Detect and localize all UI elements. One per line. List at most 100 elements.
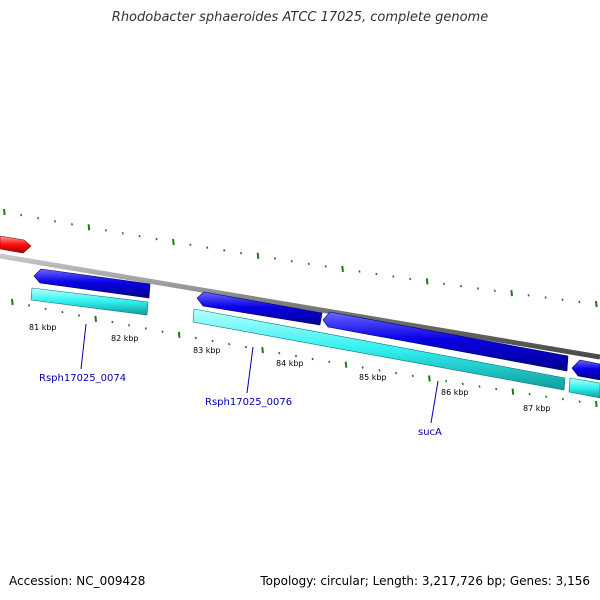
outer-tick-5: [87, 224, 91, 231]
outer-tick-marks: [3, 208, 598, 308]
inner-tick-4: [77, 314, 81, 317]
gene-arrow-blue-1[interactable]: [33, 268, 151, 299]
topology-summary: Topology: circular; Length: 3,217,726 bp…: [260, 574, 590, 588]
inner-tick-13: [228, 342, 231, 346]
gene-arrow-cyan-3[interactable]: [568, 377, 600, 399]
scale-label-86: 86 kbp: [441, 388, 469, 397]
gene-arrow-blue-3[interactable]: [571, 359, 600, 381]
outer-tick-4: [70, 223, 74, 226]
inner-tick-3: [61, 310, 64, 314]
outer-tick-1: [20, 213, 23, 217]
gene-arrow-cyan-1[interactable]: [30, 287, 149, 316]
outer-tick-31: [527, 294, 530, 297]
outer-tick-7: [121, 232, 124, 235]
outer-tick-27: [459, 284, 463, 288]
gene-arrow-red[interactable]: [0, 235, 32, 254]
inner-tick-33: [561, 397, 564, 401]
locus-label-0074[interactable]: Rsph17025_0074: [39, 373, 126, 384]
outer-tick-12: [206, 246, 209, 249]
inner-tick-21: [361, 366, 364, 369]
outer-tick-18: [307, 262, 310, 266]
outer-tick-9: [155, 237, 158, 241]
outer-tick-2: [37, 216, 40, 220]
inner-tick-35: [595, 400, 598, 408]
scale-label-87: 87 kbp: [523, 404, 551, 413]
inner-tick-0: [11, 298, 14, 306]
inner-tick-24: [411, 374, 414, 378]
outer-tick-6: [104, 229, 107, 232]
leader-line-0074: [80, 323, 87, 370]
forward-strand-genes: [33, 268, 600, 381]
locus-leader-lines: [80, 323, 439, 424]
outer-tick-10: [172, 238, 175, 246]
outer-tick-19: [324, 265, 327, 268]
outer-tick-13: [223, 249, 226, 252]
inner-tick-20: [344, 361, 348, 368]
outer-tick-22: [375, 272, 378, 276]
outer-tick-0: [3, 208, 6, 216]
inner-tick-28: [478, 385, 481, 388]
outer-tick-11: [189, 243, 192, 247]
inner-tick-17: [294, 354, 298, 358]
inner-tick-25: [428, 375, 431, 382]
scale-label-82: 82 kbp: [111, 334, 139, 343]
inner-tick-1: [27, 304, 31, 307]
leader-line-sucA: [430, 380, 439, 424]
inner-tick-2: [44, 307, 47, 311]
inner-tick-22: [378, 369, 381, 372]
leader-line-0076: [246, 346, 254, 394]
gene-arrow-blue-sucA[interactable]: [322, 311, 569, 372]
inner-tick-11: [194, 336, 197, 340]
outer-tick-28: [476, 287, 479, 290]
locus-labels: Rsph17025_0074 Rsph17025_0076 sucA: [39, 373, 442, 438]
outer-tick-30: [510, 290, 513, 297]
scale-label-85: 85 kbp: [359, 373, 387, 382]
outer-tick-17: [290, 259, 293, 263]
inner-tick-8: [144, 327, 147, 330]
outer-tick-14: [240, 251, 243, 255]
outer-tick-32: [544, 296, 547, 299]
scale-labels: 81 kbp 82 kbp 83 kbp 84 kbp 85 kbp 86 kb…: [29, 323, 551, 413]
gene-arrow-blue-2[interactable]: [196, 291, 323, 326]
locus-label-sucA[interactable]: sucA: [418, 427, 442, 438]
locus-label-0076[interactable]: Rsph17025_0076: [205, 397, 292, 408]
scale-label-84: 84 kbp: [276, 359, 304, 368]
inner-tick-18: [311, 357, 314, 361]
outer-tick-15: [256, 252, 260, 259]
inner-tick-5: [94, 315, 97, 322]
gene-arrow-cyan-2[interactable]: [192, 308, 566, 391]
inner-tick-27: [461, 382, 464, 386]
outer-tick-25: [425, 278, 429, 285]
outer-tick-26: [443, 282, 446, 286]
outer-tick-23: [392, 275, 395, 278]
inner-tick-6: [111, 320, 114, 324]
scale-label-81: 81 kbp: [29, 323, 57, 332]
scale-label-83: 83 kbp: [193, 346, 221, 355]
inner-tick-31: [528, 392, 531, 396]
inner-tick-marks: [11, 298, 598, 408]
outer-tick-3: [53, 220, 57, 223]
inner-tick-23: [395, 371, 398, 375]
outer-tick-8: [138, 234, 141, 238]
outer-tick-35: [595, 300, 598, 308]
inner-tick-34: [578, 400, 581, 403]
reverse-strand-genes: [30, 287, 600, 399]
inner-tick-14: [244, 345, 247, 349]
inner-tick-15: [261, 347, 264, 354]
genome-backbone: [0, 253, 600, 360]
inner-tick-9: [161, 330, 164, 333]
inner-tick-10: [177, 331, 181, 338]
inner-tick-32: [545, 395, 548, 398]
inner-tick-16: [278, 351, 281, 355]
outer-tick-34: [578, 300, 581, 304]
inner-tick-7: [128, 324, 131, 327]
outer-tick-21: [358, 270, 361, 273]
accession-label: Accession: NC_009428: [9, 574, 146, 588]
inner-tick-19: [328, 360, 331, 364]
map-title: Rhodobacter sphaeroides ATCC 17025, comp…: [111, 10, 489, 25]
inner-tick-12: [211, 339, 214, 343]
outer-tick-20: [341, 265, 344, 273]
outer-tick-33: [561, 298, 564, 301]
inner-tick-29: [495, 387, 498, 391]
